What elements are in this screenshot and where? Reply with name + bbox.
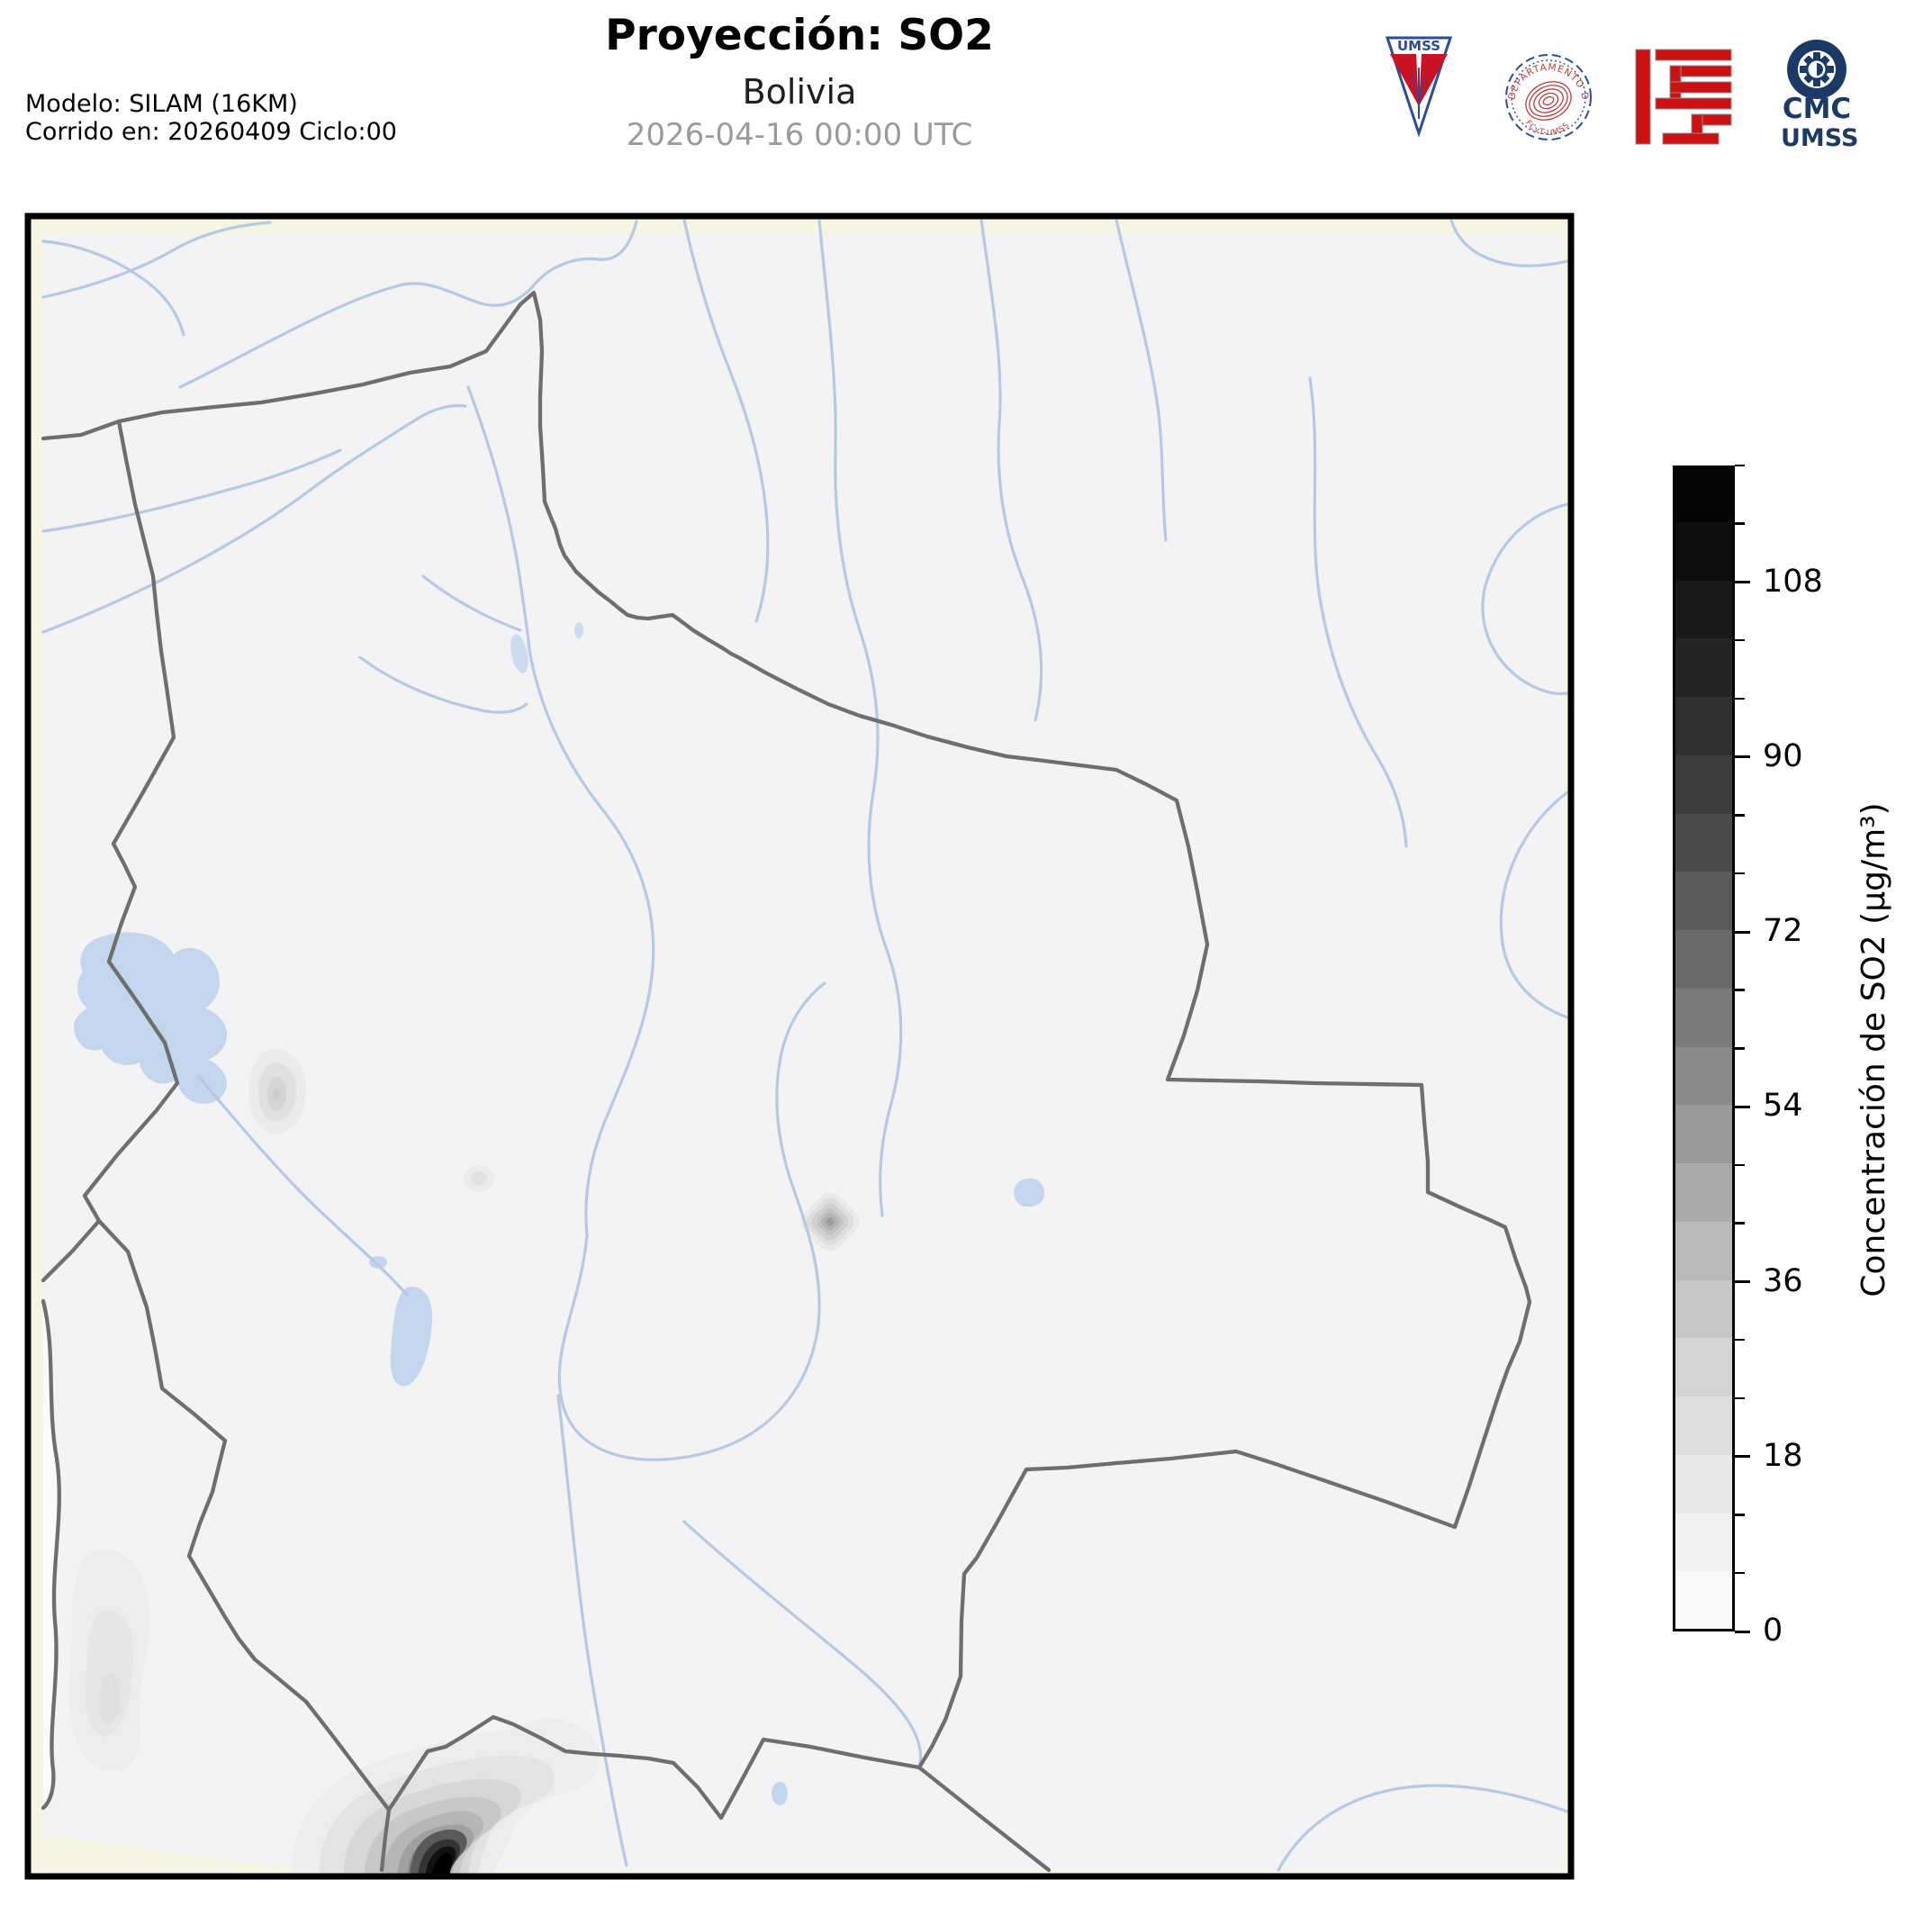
colorbar-minor-tick <box>1735 1163 1745 1166</box>
page-subtitle: Bolivia <box>742 72 857 112</box>
colorbar-segment <box>1675 1569 1732 1629</box>
colorbar-minor-tick <box>1735 1338 1745 1342</box>
colorbar-tick-label: 18 <box>1763 1437 1803 1474</box>
logo-strip: UMSS DEPARTAMENTO DE FÍSICA FCyT-UMSS <box>1368 18 1846 145</box>
colorbar-minor-tick <box>1735 1514 1745 1516</box>
colorbar-tick-label: 36 <box>1763 1262 1803 1299</box>
bolivia-border <box>82 290 1532 1821</box>
model-info-line2: Corrido en: 20260409 Ciclo:00 <box>25 118 397 146</box>
pacific-coastline <box>41 1298 61 1811</box>
colorbar-segment <box>1675 468 1732 522</box>
chile-argentina-border <box>379 1807 392 1873</box>
page-title: Proyección: SO2 <box>605 11 994 60</box>
colorbar-minor-tick <box>1735 638 1745 642</box>
colorbar-tick-label: 54 <box>1763 1088 1803 1125</box>
peru-chile-border <box>41 1218 102 1283</box>
colorbar-minor-tick <box>1735 1396 1745 1399</box>
colorbar-major-tick <box>1735 755 1750 759</box>
so2-blob-center <box>800 1192 860 1252</box>
colorbar-major-tick <box>1735 1280 1750 1283</box>
map-frame <box>24 212 1575 1880</box>
colorbar-major-tick <box>1735 581 1750 583</box>
colorbar-segment <box>1675 1044 1732 1106</box>
colorbar-segment <box>1675 811 1732 872</box>
colorbar-tick-label: 72 <box>1763 913 1803 949</box>
colorbar-segment <box>1675 1452 1732 1514</box>
colorbar-gradient <box>1673 465 1735 1631</box>
colorbar-segment <box>1675 753 1732 814</box>
colorbar-major-tick <box>1735 1630 1750 1633</box>
colorbar-minor-tick <box>1735 872 1745 875</box>
colorbar-segment <box>1675 520 1732 581</box>
colorbar-segment <box>1675 578 1732 639</box>
so2-contour-blobs <box>68 1048 860 1874</box>
umss-pennant-logo: UMSS <box>1385 36 1453 138</box>
forecast-datetime: 2026-04-16 00:00 UTC <box>626 117 973 153</box>
colorbar-minor-tick <box>1735 1222 1745 1225</box>
colorbar-segment <box>1675 870 1732 930</box>
borders <box>41 290 1532 1873</box>
colorbar-segment <box>1675 986 1732 1047</box>
colorbar-minor-tick <box>1735 1047 1745 1050</box>
cmc-text: CMC <box>1782 93 1852 125</box>
colorbar-segment <box>1675 1161 1732 1222</box>
colorbar-minor-tick <box>1735 814 1745 817</box>
cmc-umss-logo <box>1787 40 1846 99</box>
peru-brazil-border <box>41 419 122 441</box>
colorbar-segment <box>1675 1395 1732 1455</box>
argentina-paraguay-border <box>916 1765 1052 1873</box>
colorbar-axis-label: Concentración de SO2 (µg/m³) <box>1855 802 1892 1297</box>
colorbar-minor-tick <box>1735 464 1745 466</box>
colorbar-minor-tick <box>1735 522 1745 525</box>
colorbar-major-tick <box>1735 1455 1750 1459</box>
umss-pennant-text: UMSS <box>1397 38 1440 54</box>
colorbar-major-tick <box>1735 1105 1750 1108</box>
colorbar-segment <box>1675 637 1732 697</box>
model-info-line1: Modelo: SILAM (16KM) <box>25 90 298 118</box>
colorbar-minor-tick <box>1735 989 1745 991</box>
colorbar: 0 18 36 54 72 90 108 <box>1673 464 1823 1647</box>
colorbar-segment <box>1675 1219 1732 1280</box>
so2-main-plume <box>292 1717 600 1874</box>
cmc-umss-text: UMSS <box>1781 124 1859 152</box>
lake-poopo <box>390 1287 433 1387</box>
colorbar-segment <box>1675 1103 1732 1163</box>
lakes <box>73 622 1045 1805</box>
colorbar-segment <box>1675 928 1732 989</box>
colorbar-segment <box>1675 695 1732 755</box>
colorbar-tick-label: 108 <box>1763 563 1823 600</box>
so2-field-background <box>43 236 1563 1870</box>
domain-edge-wedge <box>32 1833 311 1870</box>
lake-titicaca <box>73 932 228 1084</box>
colorbar-minor-tick <box>1735 697 1745 700</box>
colorbar-segment <box>1675 1336 1732 1396</box>
colorbar-major-tick <box>1735 930 1750 934</box>
colorbar-segment <box>1675 1278 1732 1339</box>
colorbar-tick-label: 0 <box>1763 1613 1783 1649</box>
rivers <box>41 220 1568 1872</box>
colorbar-segment <box>1675 1511 1732 1572</box>
colorbar-tick-label: 90 <box>1763 737 1803 774</box>
colorbar-minor-tick <box>1735 1571 1745 1575</box>
fcyt-red-logo <box>1635 49 1732 145</box>
